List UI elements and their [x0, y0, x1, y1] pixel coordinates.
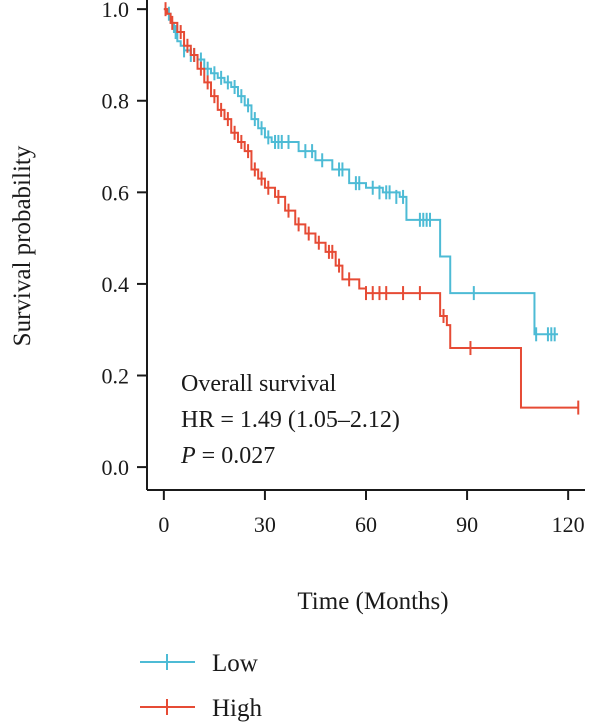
x-tick-label: 30	[254, 512, 276, 537]
y-tick-label: 0.8	[102, 89, 130, 114]
x-tick-label: 0	[158, 512, 169, 537]
y-tick-label: 0.0	[102, 455, 130, 480]
y-tick-label: 1.0	[102, 0, 130, 22]
annotation-block: Overall survival HR = 1.49 (1.05–2.12) P…	[180, 371, 400, 469]
survival-line-low	[163, 8, 559, 336]
legend-label-high: High	[212, 695, 263, 722]
y-axis-title: Survival probability	[9, 145, 36, 346]
survival-curves	[163, 2, 580, 415]
x-tick-label: 60	[355, 512, 377, 537]
y-tick-label: 0.2	[102, 364, 130, 389]
x-tick-label: 120	[552, 512, 585, 537]
legend-item-low: Low	[140, 650, 258, 677]
y-tick-label: 0.6	[102, 180, 130, 205]
x-tick-label: 90	[456, 512, 478, 537]
p-label: P	[180, 443, 196, 469]
legend-item-high: High	[140, 695, 263, 722]
legend: Low High	[140, 650, 263, 722]
annotation-title: Overall survival	[181, 371, 337, 397]
p-value: = 0.027	[196, 443, 276, 469]
ticks: 0 30 60 90 120 0.0 0.2 0.4 0.6 0.8 1.0	[102, 0, 585, 537]
series-high	[163, 2, 580, 415]
x-axis-title: Time (Months)	[297, 588, 448, 615]
series-low	[163, 6, 559, 342]
survival-line-high	[163, 8, 579, 409]
legend-label-low: Low	[212, 650, 258, 677]
annotation-hr: HR = 1.49 (1.05–2.12)	[181, 407, 400, 433]
annotation-p-value: P = 0.027	[180, 443, 275, 469]
y-tick-label: 0.4	[102, 272, 130, 297]
